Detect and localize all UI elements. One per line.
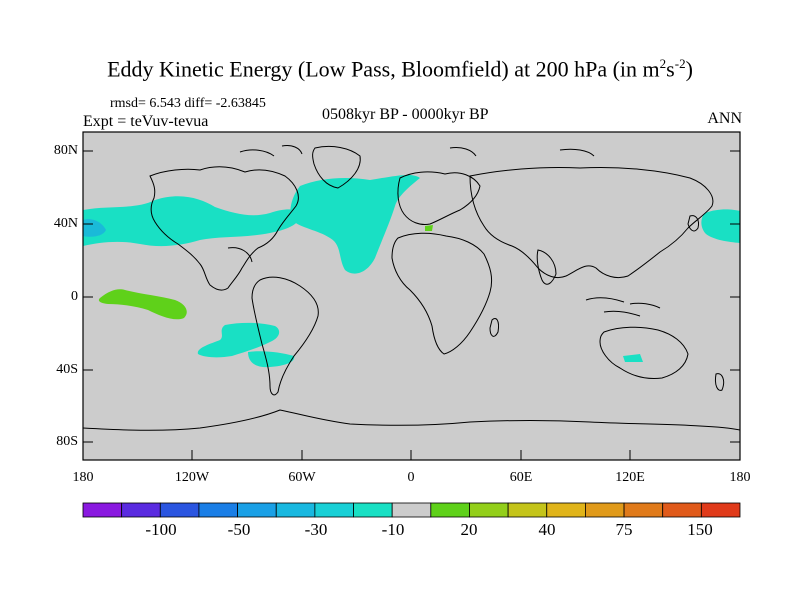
coast-asia [469, 166, 714, 279]
coastlines [83, 145, 740, 431]
colorbar-label-20: 20 [460, 520, 478, 539]
colorbar [82, 502, 741, 518]
lon-label-0: 0 [407, 470, 415, 485]
coast-japan [687, 215, 699, 232]
lon-label-120w: 120W [174, 470, 210, 485]
coast-madagascar [489, 318, 499, 337]
colorbar-label-40: 40 [538, 520, 556, 539]
coast-south-america [251, 276, 319, 396]
colorbar-label-minus10: -10 [381, 520, 405, 539]
colorbar-box-8 [391, 502, 432, 518]
coast-india [536, 249, 557, 285]
colorbar-label-minus100: -100 [145, 520, 177, 539]
cyan-patch-australia-south [623, 354, 643, 362]
colorbar-box-3 [198, 502, 238, 518]
lon-label-120e: 120E [615, 470, 645, 485]
coast-africa [391, 232, 493, 355]
cyan-region-north-atlantic [290, 174, 420, 274]
lon-label-180w: 180 [72, 470, 94, 485]
green-region-tropical-pacific [98, 289, 187, 320]
coast-antarctica [83, 409, 740, 431]
coast-north-america [149, 166, 299, 291]
colorbar-box-1 [121, 502, 161, 518]
lon-label-60e: 60E [509, 470, 533, 485]
cyan-region-north-pacific [83, 196, 302, 247]
period-label: 0508kyr BP - 0000kyr BP [322, 106, 489, 123]
season-label: ANN [707, 110, 742, 127]
coast-australia [599, 326, 689, 379]
colorbar-box-12 [546, 502, 586, 518]
colorbar-box-4 [237, 502, 277, 518]
colorbar-label-minus50: -50 [227, 520, 251, 539]
axis-ticks [82, 150, 741, 460]
lat-label-0: 0 [71, 289, 78, 304]
colorbar-box-16 [700, 502, 741, 518]
map-title: Eddy Kinetic Energy (Low Pass, Bloomfiel… [107, 56, 693, 82]
colorbar-box-14 [623, 502, 664, 518]
coast-europe [397, 171, 481, 225]
colorbar-box-13 [585, 502, 625, 518]
rmsd-diff-stats: rmsd= 6.543 diff= -2.63845 [110, 96, 266, 111]
colorbar-box-11 [507, 502, 548, 518]
coast-greenland [312, 145, 361, 189]
colorbar-box-5 [275, 502, 316, 518]
map-background [83, 132, 740, 460]
experiment-label: Expt = teVuv-tevua [83, 113, 209, 130]
colorbar-label-150: 150 [687, 520, 713, 539]
lat-label-80s: 80S [56, 434, 78, 449]
lat-label-80n: 80N [53, 143, 78, 158]
colorbar-box-15 [662, 502, 702, 518]
difference-shading [83, 174, 740, 368]
coast-arctic-islands [239, 145, 595, 157]
green-patch-mediterranean [425, 225, 433, 231]
colorbar-box-2 [159, 502, 200, 518]
coast-gulf-mexico [227, 247, 253, 263]
colorbar-box-10 [469, 502, 509, 518]
colorbar-box-9 [430, 502, 470, 518]
cyan-region-far-west-pacific [701, 209, 740, 243]
cyan-region-south-pacific-tail [248, 351, 295, 368]
colorbar-label-minus30: -30 [304, 520, 328, 539]
coast-new-zealand [715, 373, 725, 391]
colorbar-label-75: 75 [615, 520, 633, 539]
colorbar-box-0 [82, 502, 123, 518]
lon-label-60w: 60W [288, 470, 316, 485]
lat-label-40n: 40N [53, 216, 78, 231]
colorbar-box-6 [314, 502, 354, 518]
coast-indonesia [585, 297, 661, 317]
lon-label-180e: 180 [729, 470, 751, 485]
colorbar-box-7 [353, 502, 393, 518]
lat-label-40s: 40S [56, 362, 78, 377]
